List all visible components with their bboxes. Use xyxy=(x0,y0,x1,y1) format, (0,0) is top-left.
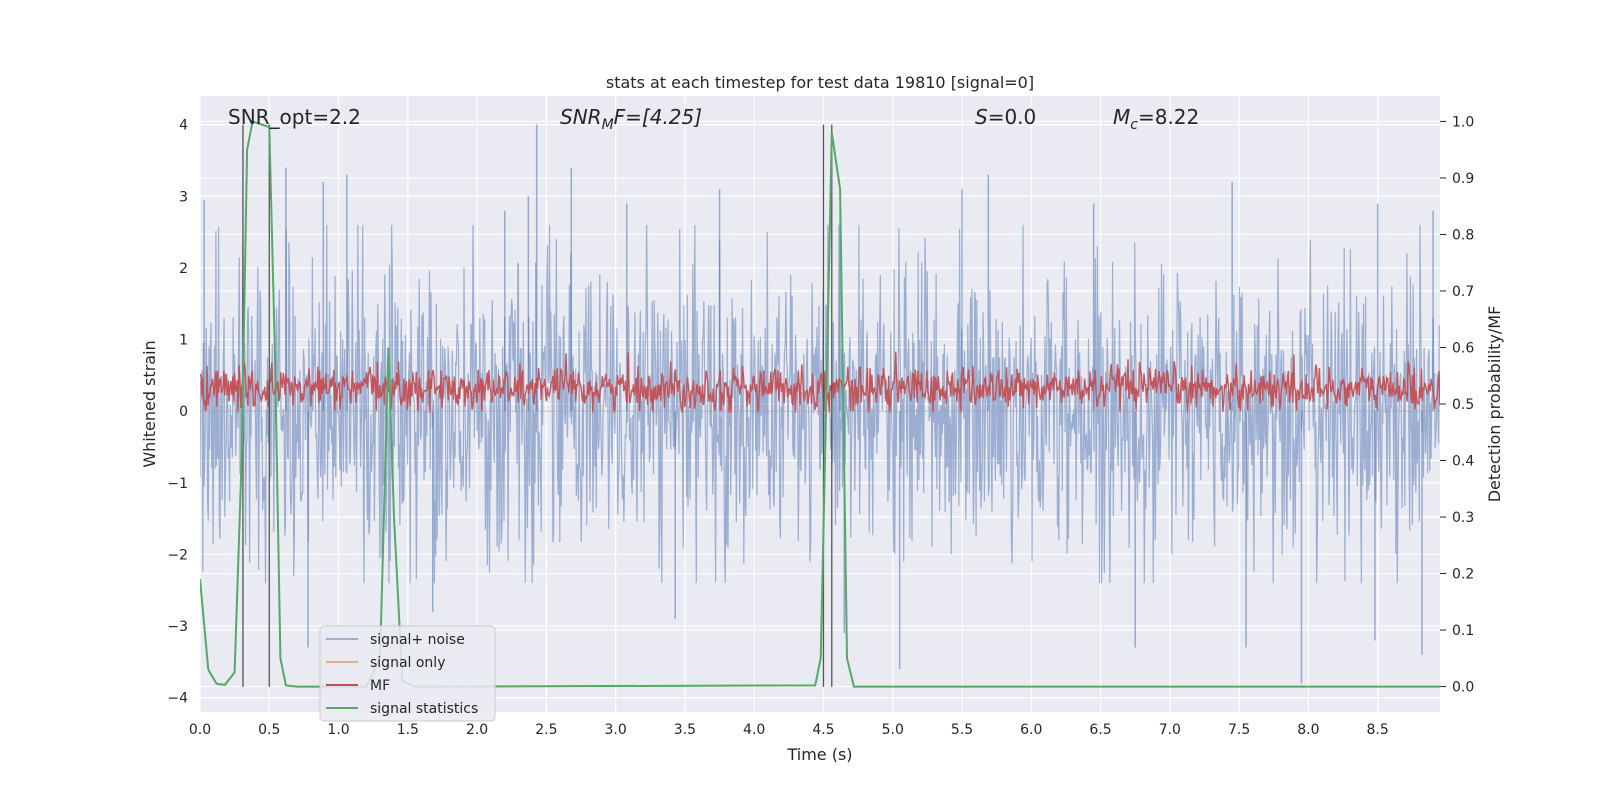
y-tick-label-left: −2 xyxy=(167,547,188,563)
annotation-snr-mf: SNRMF=[4.25] xyxy=(560,105,702,133)
legend-label-signal-statistics: signal statistics xyxy=(370,701,478,717)
y-tick-label-right: 0.3 xyxy=(1452,510,1474,526)
x-tick-label: 1.0 xyxy=(327,722,349,738)
x-tick-label: 3.0 xyxy=(605,722,627,738)
y-tick-label-left: −4 xyxy=(167,691,188,707)
series-mf xyxy=(200,351,1440,413)
y-tick-label-right: 0.4 xyxy=(1452,454,1474,470)
legend-box xyxy=(319,625,496,722)
x-axis-label: Time (s) xyxy=(786,745,852,764)
y-axis-label-left: Whitened strain xyxy=(140,340,159,467)
annotation-s: S=0.0 xyxy=(975,105,1036,129)
y-tick-label-right: 1.0 xyxy=(1452,114,1474,130)
legend-label-mf: MF xyxy=(370,678,390,694)
y-tick-label-left: −1 xyxy=(167,476,188,492)
legend-label-signal-only: signal only xyxy=(370,655,445,671)
y-ticks-left: −4 −3 −2 −1 0 1 2 3 4 xyxy=(167,118,188,707)
y-tick-label-right: 0.0 xyxy=(1452,680,1474,696)
x-tick-label: 4.0 xyxy=(743,722,765,738)
x-tick-label: 5.0 xyxy=(882,722,904,738)
x-tick-label: 5.5 xyxy=(951,722,973,738)
y-tick-label-right: 0.2 xyxy=(1452,567,1474,583)
x-tick-label: 7.0 xyxy=(1159,722,1181,738)
x-tick-label: 3.5 xyxy=(674,722,696,738)
x-ticks: 0.0 0.5 1.0 1.5 2.0 2.5 3.0 3.5 4.0 4.5 5.0 5.5 6.0 6… xyxy=(189,722,1389,738)
y-axis-label-right: Detection probability/MF xyxy=(1485,306,1504,503)
x-tick-label: 8.0 xyxy=(1297,722,1319,738)
y-tick-label-left: 0 xyxy=(179,404,188,420)
y-tick-label-right: 0.5 xyxy=(1452,397,1474,413)
chart-title: stats at each timestep for test data 198… xyxy=(606,73,1034,92)
y-tick-label-right: 0.9 xyxy=(1452,171,1474,187)
annotation-mc: Mc=8.22 xyxy=(1113,105,1199,133)
y-tick-label-left: 1 xyxy=(179,333,188,349)
y-tick-label-left: −3 xyxy=(167,619,188,635)
y-tick-label-right: 0.1 xyxy=(1452,623,1474,639)
annotation-snr-opt: SNR_opt=2.2 xyxy=(228,105,361,129)
y-tick-label-left: 2 xyxy=(179,261,188,277)
x-tick-label: 0.5 xyxy=(258,722,280,738)
y-tick-label-right: 0.6 xyxy=(1452,340,1474,356)
x-tick-label: 0.0 xyxy=(189,722,211,738)
mf-line xyxy=(200,351,1440,413)
x-tick-label: 6.0 xyxy=(1020,722,1042,738)
x-tick-label: 6.5 xyxy=(1089,722,1111,738)
x-tick-label: 7.5 xyxy=(1228,722,1250,738)
x-tick-label: 8.5 xyxy=(1367,722,1389,738)
y-tick-label-right: 0.8 xyxy=(1452,227,1474,243)
x-tick-label: 2.0 xyxy=(466,722,488,738)
x-tick-label: 4.5 xyxy=(812,722,834,738)
y-tick-label-right: 0.7 xyxy=(1452,284,1474,300)
legend-label-signal-noise: signal+ noise xyxy=(370,632,465,648)
x-tick-label: 2.5 xyxy=(535,722,557,738)
y-tick-label-left: 3 xyxy=(179,189,188,205)
x-tick-label: 1.5 xyxy=(397,722,419,738)
y-ticks-right: 0.0 0.1 0.2 0.3 0.4 0.5 0.6 0.7 0.8 0.9 1.0 xyxy=(1440,114,1474,696)
grid-y xyxy=(200,124,1440,699)
y-tick-label-left: 4 xyxy=(179,118,188,134)
legend: signal+ noise signal only MF signal stat… xyxy=(319,625,496,722)
